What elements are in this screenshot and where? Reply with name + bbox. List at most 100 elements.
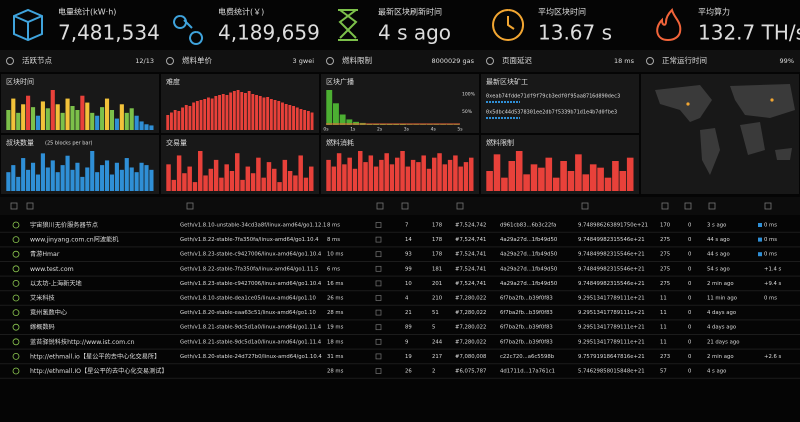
column-icon bbox=[401, 202, 409, 210]
cell: 28 ms bbox=[327, 310, 344, 316]
cell: 0 bbox=[688, 296, 692, 302]
bar bbox=[144, 124, 149, 130]
stat-icon bbox=[656, 8, 682, 42]
bar bbox=[60, 165, 65, 191]
status-icon bbox=[12, 367, 20, 375]
bar bbox=[139, 162, 144, 191]
bar bbox=[229, 171, 235, 191]
bar bbox=[75, 110, 80, 130]
bar bbox=[288, 105, 292, 130]
bar bbox=[410, 159, 416, 191]
column-icon bbox=[26, 202, 34, 210]
bar bbox=[192, 102, 196, 130]
panel bbox=[481, 74, 639, 133]
bar bbox=[282, 159, 288, 191]
cell: 99 bbox=[405, 266, 412, 272]
cell: 9 bbox=[405, 339, 408, 345]
table-header bbox=[0, 197, 800, 215]
summary-icon bbox=[166, 57, 174, 65]
cell: 9.74849982315546e+21 bbox=[578, 281, 645, 287]
status-icon bbox=[12, 352, 20, 360]
bar bbox=[104, 98, 110, 130]
cell: 178 bbox=[432, 252, 443, 258]
cell: 10 ms bbox=[327, 252, 344, 258]
cell: d961cb83...6b3c22fa bbox=[500, 223, 556, 229]
map-land bbox=[700, 128, 720, 175]
column-icon bbox=[456, 202, 464, 210]
bar bbox=[589, 164, 597, 191]
cell: 4a29a27d...1fb49d50 bbox=[500, 237, 558, 243]
cell: 4a29a27d...1fb49d50 bbox=[500, 252, 558, 258]
bar bbox=[604, 177, 612, 191]
bar bbox=[104, 160, 110, 191]
status-icon bbox=[12, 323, 20, 331]
bar bbox=[195, 101, 199, 130]
bar bbox=[207, 97, 210, 130]
cell: 9.74849982315546e+21 bbox=[578, 266, 645, 272]
column-icon bbox=[661, 202, 669, 210]
bar bbox=[198, 151, 203, 191]
cell: Geth/v1.8.10-unstable-34cd3a8f/linux-amd… bbox=[180, 223, 326, 229]
map-land bbox=[730, 84, 795, 118]
cell: #7,524,741 bbox=[455, 252, 486, 258]
bar bbox=[55, 172, 60, 191]
column-icon bbox=[684, 202, 692, 210]
bar bbox=[437, 153, 442, 191]
cell: Geth/v1.8.10-stable-dea1ce05/linux-amd64… bbox=[180, 296, 317, 302]
bar bbox=[266, 162, 272, 191]
cell: #7,524,741 bbox=[455, 237, 486, 243]
cell: 0 bbox=[688, 369, 692, 375]
stat-value: 4 s ago bbox=[378, 21, 451, 45]
cell: Geth/v1.8.21-stable-9dc5d1a0/linux-amd64… bbox=[180, 325, 322, 331]
bar bbox=[508, 161, 516, 191]
bar bbox=[331, 166, 337, 191]
panel-title: 区块广播 bbox=[326, 77, 354, 86]
cell: 57 bbox=[660, 369, 667, 375]
cell: c22c720...a6c5598b bbox=[500, 354, 555, 360]
cell: 21 days ago bbox=[707, 339, 739, 345]
x-tick-label: 2s bbox=[377, 127, 383, 133]
stat-label: 电费统计(￥) bbox=[218, 7, 264, 17]
x-tick-label: 4s bbox=[431, 127, 437, 133]
bar bbox=[149, 125, 154, 130]
bar bbox=[255, 95, 258, 130]
cell: #7,524,742 bbox=[455, 223, 486, 229]
checkbox bbox=[375, 309, 382, 316]
checkbox bbox=[375, 353, 382, 360]
bar bbox=[225, 95, 229, 130]
bar bbox=[326, 159, 331, 191]
y-tick-label: 100% bbox=[462, 92, 476, 98]
cell: 244 bbox=[432, 339, 443, 345]
summary-label: 页面延迟 bbox=[502, 55, 532, 65]
bar bbox=[545, 157, 553, 191]
summary-value: 18 ms bbox=[614, 57, 635, 65]
propagation-bar bbox=[758, 237, 762, 242]
bar bbox=[453, 155, 458, 191]
column-icon bbox=[708, 202, 716, 210]
bar bbox=[173, 110, 177, 130]
bar bbox=[65, 155, 70, 191]
bar bbox=[188, 106, 192, 130]
bar bbox=[386, 124, 393, 125]
cell: 9.74849982315546e+21 bbox=[578, 252, 645, 258]
bar bbox=[16, 112, 21, 130]
bar bbox=[129, 167, 134, 191]
cell: 275 bbox=[660, 266, 670, 272]
cell: 28 ms bbox=[327, 369, 344, 375]
cell: 275 bbox=[660, 281, 670, 287]
map-node bbox=[686, 102, 690, 106]
bar bbox=[40, 153, 45, 191]
bar bbox=[114, 118, 119, 130]
checkbox bbox=[375, 251, 382, 258]
status-icon bbox=[12, 221, 20, 229]
map-land bbox=[775, 148, 792, 160]
cell: http://ethmall.IO【星公平的去中心化交易测试】 bbox=[30, 367, 168, 375]
panel-subtitle: (25 blocks per bar) bbox=[45, 141, 93, 147]
cell: www.test.com bbox=[30, 266, 74, 273]
bar bbox=[262, 97, 266, 130]
cell: 4 days ago bbox=[707, 310, 736, 316]
bar bbox=[181, 107, 184, 130]
cell: Geth/v1.8.22-stable-7fa350fa/linux-amd64… bbox=[180, 237, 319, 243]
propagation-bar bbox=[758, 223, 762, 227]
cell: 273 bbox=[660, 354, 670, 360]
